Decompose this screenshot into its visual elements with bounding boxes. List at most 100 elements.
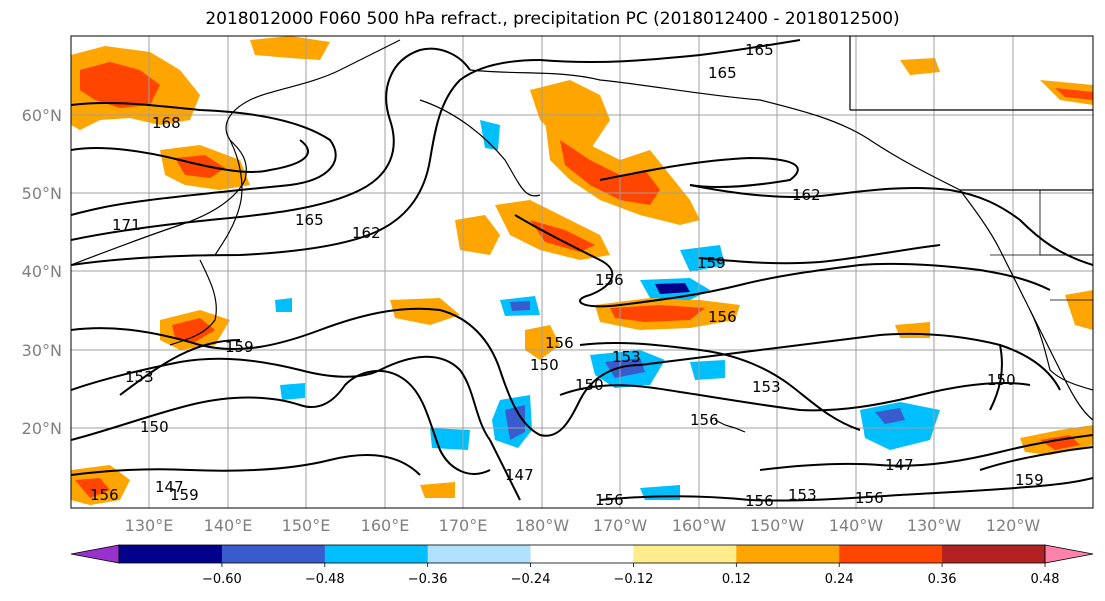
contour-label-group: 168 171 165 162 165 165 162 156 159 156 …	[90, 41, 1044, 508]
colorbar-swatch	[839, 545, 943, 563]
coastline-alaska	[469, 69, 961, 191]
refractivity-contours	[71, 39, 1093, 502]
lat-labels: 60°N 50°N 40°N 30°N 20°N	[22, 106, 62, 438]
contour-label: 150	[575, 376, 604, 394]
shading-north-top	[250, 36, 330, 60]
shading-west-30n-core	[172, 318, 215, 342]
contour-label: 165	[708, 64, 737, 82]
lon-label: 150°W	[750, 516, 805, 535]
contour-150-east	[559, 382, 1031, 412]
coastline-canada-border	[849, 36, 1093, 191]
contour-label: 147	[885, 456, 914, 474]
colorbar-swatch	[530, 545, 634, 563]
contour-label: 156	[545, 334, 574, 352]
contour-label: 153	[125, 368, 154, 386]
lon-label: 130°W	[907, 516, 962, 535]
contour-156-loop	[514, 214, 1051, 308]
map-area: 168 171 165 162 165 165 162 156 159 156 …	[71, 36, 1093, 508]
political-borders	[990, 190, 1093, 301]
coastline-hawaii	[714, 419, 746, 433]
colorbar-tick-label: −0.24	[511, 572, 551, 587]
contour-label: 147	[155, 478, 184, 496]
shading-ne	[900, 58, 940, 75]
shading-central-west	[455, 215, 500, 255]
lon-label: 130°E	[125, 516, 174, 535]
colorbar-tick-label: 0.36	[928, 572, 957, 587]
contour-label: 171	[112, 216, 141, 234]
map-frame	[70, 35, 1094, 509]
contour-label: 153	[612, 348, 641, 366]
lon-label: 160°E	[361, 516, 410, 535]
colorbar-swatch	[942, 545, 1046, 563]
lat-label: 40°N	[22, 262, 62, 281]
lat-label: 60°N	[22, 106, 62, 125]
lon-label: 140°E	[204, 516, 253, 535]
map-title: 2018012000 F060 500 hPa refract., precip…	[205, 9, 900, 29]
contour-165-west	[71, 47, 471, 241]
colorbar-tick-label: −0.12	[614, 572, 654, 587]
coastline-nw-america	[959, 189, 1093, 421]
shading-neg-west	[280, 383, 305, 400]
lon-label: 120°W	[986, 516, 1041, 535]
contour-150-far-east	[989, 344, 1003, 411]
colorbar-tick-label: −0.36	[408, 572, 448, 587]
shading-mid-35n	[390, 298, 460, 325]
coastline-kamchatka	[214, 139, 243, 256]
shading-gulf-band-core	[560, 140, 660, 205]
contour-165-east	[539, 39, 801, 64]
shading-central-band-core	[610, 305, 705, 322]
contour-label: 165	[745, 41, 774, 59]
colorbar-tick-label: −0.60	[202, 572, 242, 587]
contour-label: 156	[90, 486, 119, 504]
colorbar-swatch	[736, 545, 840, 563]
coastlines	[71, 36, 1093, 433]
colorbar-swatch	[427, 545, 532, 563]
colorbar-tick-label: 0.12	[722, 572, 751, 587]
contour-162-east	[689, 184, 1093, 266]
contour-156-mid	[499, 332, 1061, 437]
contour-label: 153	[788, 486, 817, 504]
positive-shading	[71, 36, 1093, 505]
shading-gulf-band	[545, 120, 700, 225]
lon-label: 140°W	[829, 516, 884, 535]
shading-central-north-core	[530, 220, 595, 252]
negative-shading	[275, 120, 940, 500]
contour-label: 162	[792, 186, 821, 204]
contour-168	[71, 101, 337, 216]
contour-147-south	[71, 454, 421, 476]
lon-label: 180°W	[515, 516, 570, 535]
contour-153-west	[119, 339, 241, 396]
shading-neg-22n	[690, 360, 725, 380]
shading-sw-core	[75, 478, 110, 498]
contour-label: 159	[170, 486, 199, 504]
contour-159-se	[979, 446, 1093, 471]
colorbar-extend-low	[70, 544, 120, 564]
colorbar-outline	[118, 544, 1046, 564]
lon-label: 170°E	[439, 516, 488, 535]
shading-neg-27n-core	[605, 358, 645, 378]
contour-162-west	[71, 59, 541, 266]
shading-neg-35n-core	[510, 301, 530, 311]
colorbar-swatch	[324, 545, 429, 563]
colorbar-swatch	[221, 545, 326, 563]
contour-label: 150	[987, 371, 1016, 389]
shading-kamchatka-north-core	[80, 62, 160, 108]
contour-156-south	[599, 477, 1093, 502]
shading-neg-hawaii-north-core	[655, 283, 690, 294]
contour-label: 150	[140, 418, 169, 436]
colorbar-tick-label: 0.48	[1031, 572, 1060, 587]
shading-neg-east-core	[875, 408, 905, 424]
contour-150-mid	[71, 369, 491, 475]
contour-label: 159	[225, 338, 254, 356]
contour-label: 159	[1015, 471, 1044, 489]
lon-label: 150°E	[282, 516, 331, 535]
lon-label: 170°W	[593, 516, 648, 535]
contour-147-center	[489, 439, 521, 501]
lat-label: 30°N	[22, 341, 62, 360]
lon-label: 160°W	[672, 516, 727, 535]
contour-label: 156	[595, 271, 624, 289]
contour-153-east	[579, 341, 861, 431]
colorbar: −0.60 −0.48 −0.36 −0.24 −0.12 0.12 0.24 0.36 0.4…	[70, 544, 1094, 587]
contour-label: 153	[752, 378, 781, 396]
